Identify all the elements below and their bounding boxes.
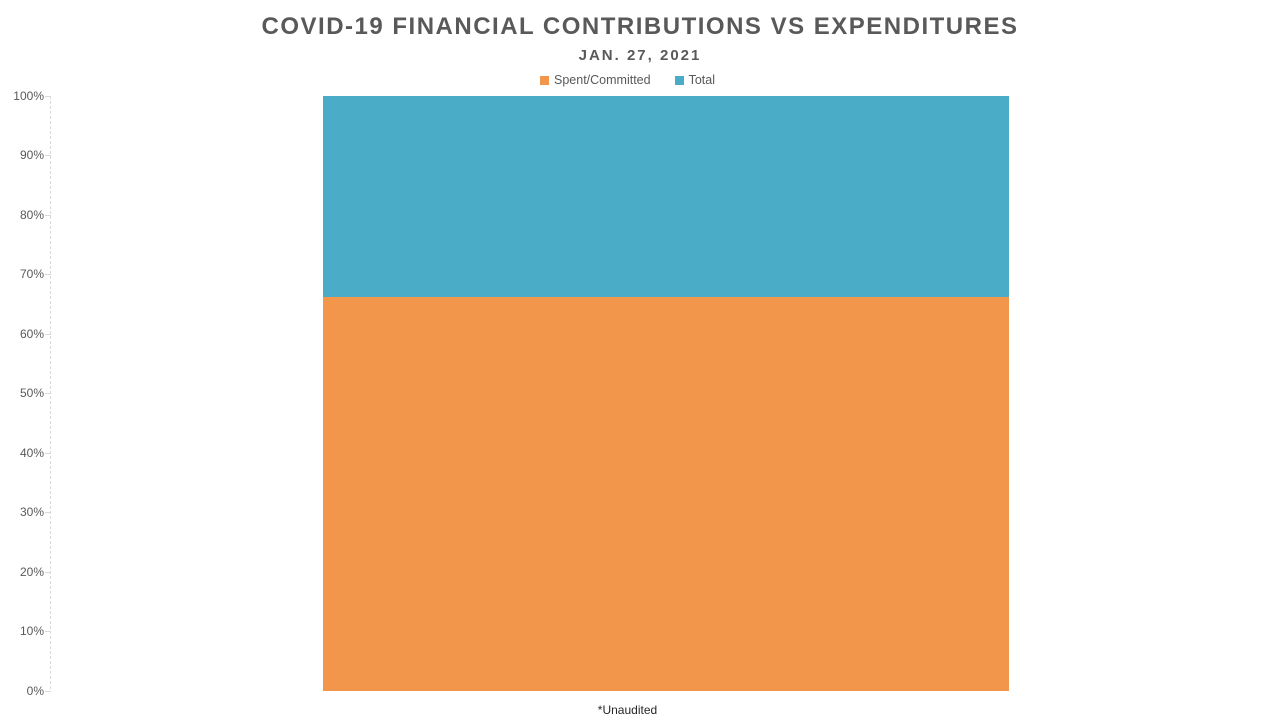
y-axis-tick-mark: [45, 96, 51, 97]
bar-segment-total: [323, 96, 1009, 298]
y-axis-tick-label-0: 0%: [26, 684, 44, 698]
chart-subtitle: JAN. 27, 2021: [578, 47, 702, 64]
y-axis-tick-label-60: 60%: [19, 327, 44, 341]
legend-item-spent-committed: Spent/Committed: [540, 73, 651, 87]
y-axis-tick-label-10: 10%: [19, 624, 44, 638]
y-axis-tick-label-90: 90%: [19, 148, 44, 162]
bar-segment-spent-committed: [323, 297, 1009, 691]
y-axis-tick-mark: [45, 334, 51, 335]
y-axis-tick-mark: [45, 453, 51, 454]
y-axis-tick-label-40: 40%: [19, 446, 44, 460]
stacked-bar: [323, 96, 1009, 691]
legend-label-spent-committed: Spent/Committed: [554, 73, 651, 87]
legend: Spent/Committed Total: [50, 73, 1205, 87]
legend-swatch-spent-committed-icon: [540, 75, 549, 85]
y-axis-tick-label-30: 30%: [19, 505, 44, 519]
y-axis-tick-mark: [45, 274, 51, 275]
y-axis-tick-mark: [45, 631, 51, 632]
y-axis-tick-mark: [45, 691, 51, 692]
chart-title: COVID-19 FINANCIAL CONTRIBUTIONS VS EXPE…: [261, 13, 1019, 40]
y-axis-tick-label-20: 20%: [19, 565, 44, 579]
y-axis-tick-mark: [45, 155, 51, 156]
y-axis-tick-label-50: 50%: [19, 386, 44, 400]
y-axis-tick-label-100: 100%: [13, 89, 44, 103]
legend-label-total: Total: [688, 73, 715, 87]
y-axis-tick-label-80: 80%: [19, 208, 44, 222]
y-axis-tick-mark: [45, 512, 51, 513]
x-axis-category-label: *Unaudited: [597, 703, 658, 717]
y-axis-tick-mark: [45, 572, 51, 573]
legend-item-total: Total: [674, 73, 715, 87]
x-axis: *Unaudited: [50, 701, 1205, 719]
y-axis-tick-label-70: 70%: [19, 267, 44, 281]
y-axis-tick-mark: [45, 393, 51, 394]
legend-swatch-total-icon: [674, 75, 684, 85]
y-axis-tick-mark: [45, 215, 51, 216]
y-axis-line: [50, 96, 51, 692]
